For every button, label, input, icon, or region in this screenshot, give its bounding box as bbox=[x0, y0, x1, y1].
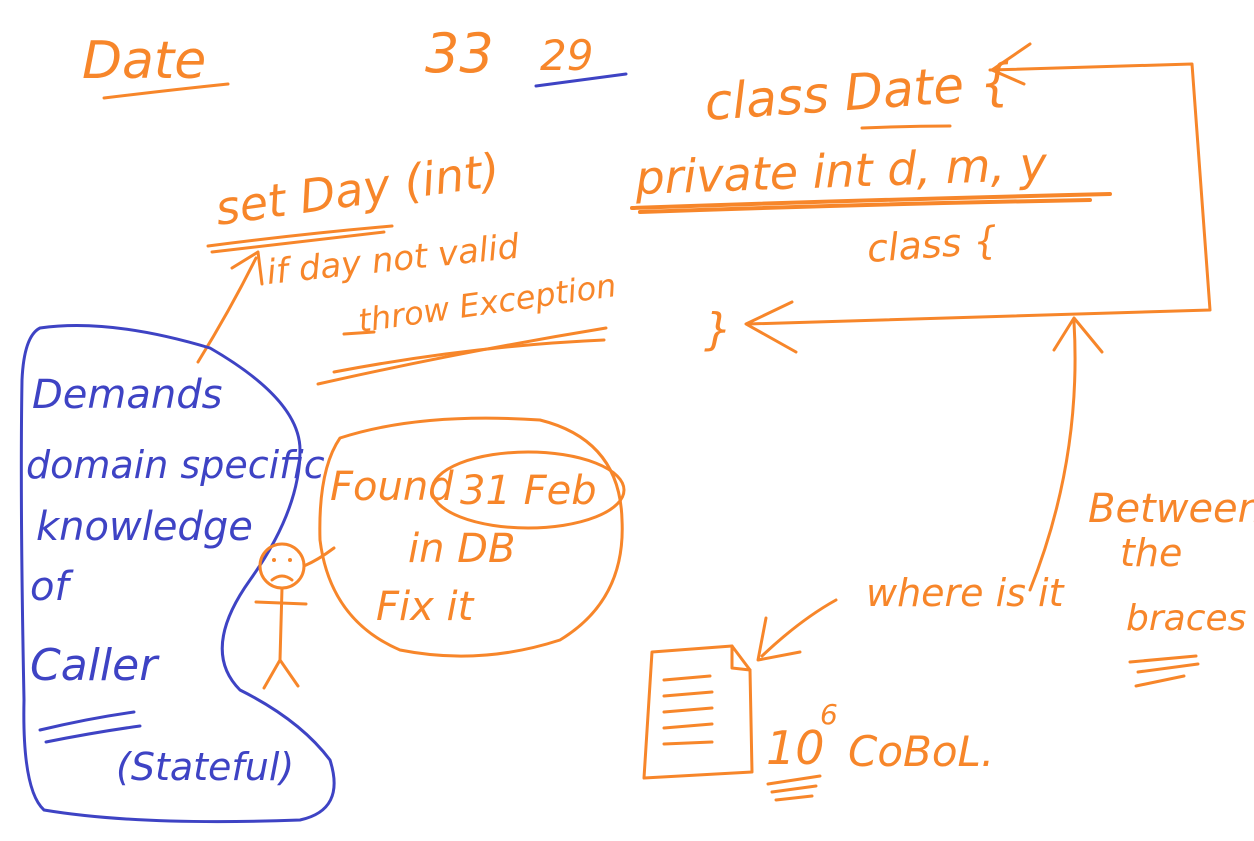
bracket-top-arrowhead bbox=[990, 42, 1032, 86]
throw-dash bbox=[342, 330, 376, 336]
between-underline bbox=[1128, 654, 1200, 688]
found-line-3: Fix it bbox=[376, 584, 475, 630]
document-icon-lines bbox=[662, 674, 714, 746]
demands-line-4: of bbox=[30, 564, 74, 610]
found-bubble bbox=[318, 416, 624, 658]
arrow-to-document-head bbox=[756, 616, 802, 662]
throw-underline-1 bbox=[316, 326, 608, 386]
found-31-feb: 31 Feb bbox=[460, 468, 597, 514]
date-title: Date bbox=[82, 31, 206, 91]
between-line-1: Between bbox=[1088, 486, 1254, 532]
if-day-not-valid: if day not valid bbox=[265, 227, 522, 293]
date-title-underline bbox=[102, 82, 230, 100]
stick-figure-body bbox=[254, 586, 308, 690]
number-33: 33 bbox=[425, 22, 494, 85]
arrow-to-document bbox=[760, 598, 838, 658]
document-icon bbox=[642, 644, 754, 780]
private-fields: private int d, m, y bbox=[633, 137, 1048, 205]
stateful-label: (Stateful) bbox=[116, 745, 294, 789]
ten-power-exponent: 6 bbox=[820, 698, 838, 731]
document-icon-fold bbox=[730, 644, 752, 672]
stick-figure-frown bbox=[270, 574, 294, 582]
set-day-underline-1 bbox=[206, 224, 394, 248]
closing-brace: } bbox=[704, 304, 732, 355]
stick-figure-eye-right bbox=[288, 558, 292, 562]
arrow-to-set-day-head bbox=[230, 250, 264, 286]
caller-underline-2 bbox=[44, 724, 142, 744]
cobol-label: CoBoL. bbox=[848, 727, 994, 776]
between-line-3: braces bbox=[1126, 598, 1246, 639]
caller-underline-1 bbox=[38, 710, 136, 732]
demands-line-2: domain specific bbox=[26, 443, 325, 487]
demands-bubble bbox=[19, 324, 336, 824]
class-date-header: class Date { bbox=[703, 53, 1014, 132]
ten-power-base: 10 bbox=[766, 721, 825, 775]
date-underline bbox=[860, 124, 952, 130]
feb-31-circle bbox=[430, 450, 626, 530]
demands-line-5: Caller bbox=[30, 640, 160, 691]
set-day-method: set Day (int) bbox=[212, 143, 503, 236]
number-29: 29 bbox=[540, 31, 593, 80]
stick-figure-eye-left bbox=[272, 558, 276, 562]
inner-class: class { bbox=[866, 218, 999, 271]
bracket-bottom-arrowhead bbox=[744, 300, 798, 354]
found-line-1: Found bbox=[330, 464, 454, 510]
demands-line-1: Demands bbox=[32, 372, 222, 418]
ten-power-underline bbox=[766, 774, 822, 802]
found-line-2: in DB bbox=[408, 526, 515, 572]
number-29-underline bbox=[534, 72, 628, 88]
between-line-2: the bbox=[1120, 531, 1182, 575]
stick-figure-speech-link bbox=[302, 546, 336, 568]
stick-figure-head bbox=[258, 542, 306, 590]
throw-underline-2 bbox=[332, 338, 606, 374]
arrow-where-head bbox=[1052, 316, 1104, 354]
demands-line-3: knowledge bbox=[36, 504, 253, 550]
where-is-it: where is it bbox=[866, 571, 1066, 615]
private-underline-2 bbox=[638, 198, 1092, 214]
arrow-to-set-day bbox=[196, 256, 258, 364]
braces-bracket bbox=[746, 62, 1212, 326]
arrow-where-to-bracket bbox=[1028, 320, 1077, 592]
private-underline-1 bbox=[630, 192, 1112, 210]
set-day-underline-2 bbox=[210, 230, 386, 254]
